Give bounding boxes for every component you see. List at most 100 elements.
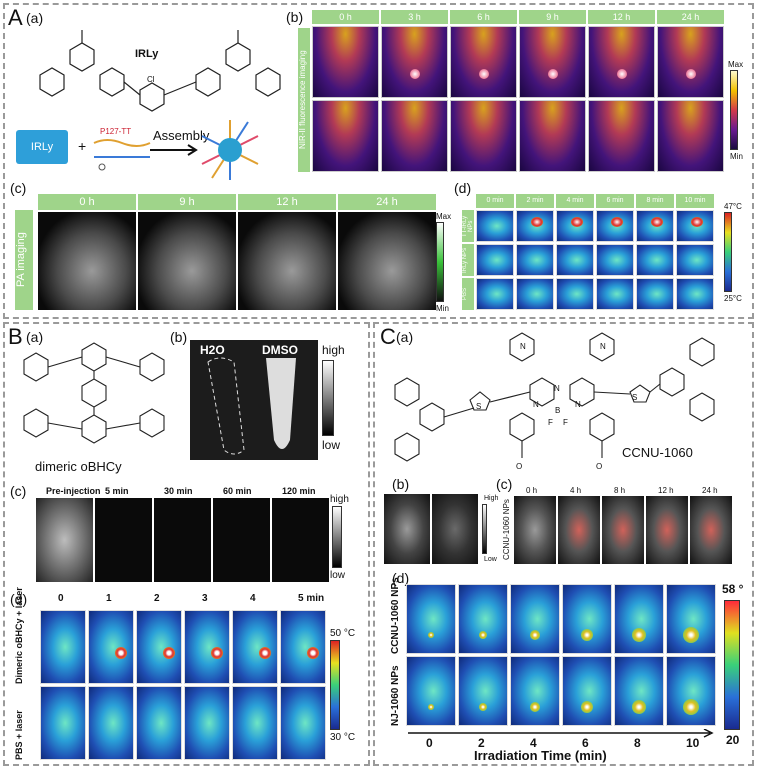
atom-n5: N (600, 342, 606, 351)
cb-image-left (384, 494, 430, 564)
pa-time-header: 9 h (138, 194, 236, 210)
ad-time-header: 10 min (676, 194, 714, 208)
cd-thermal-image (510, 584, 560, 654)
ad-thermal-image (556, 210, 594, 242)
cd-thermal-image (614, 584, 664, 654)
ad-scale-max: 47°C (724, 202, 742, 211)
ad-time-header: 4 min (556, 194, 594, 208)
nir-image (519, 100, 586, 172)
ad-thermal-image (636, 244, 674, 276)
ccnu-compound-name: CCNU-1060 (622, 445, 693, 460)
bc-image (95, 498, 152, 582)
plus-sign: + (78, 138, 87, 154)
cd-thermal-image (458, 584, 508, 654)
nir-colorbar (730, 70, 738, 150)
ad-time-header: 2 min (516, 194, 554, 208)
bc-image (154, 498, 211, 582)
nir-image (657, 26, 724, 98)
cb-scale-low: Low (484, 556, 497, 563)
irly-structure (39, 30, 281, 112)
atom-f1: F (548, 418, 553, 427)
bd-row-label: PBS + laser (14, 710, 24, 760)
bc-image (36, 498, 93, 582)
bc-time-header: 30 min (164, 486, 193, 496)
cd-xlabel: Irradiation Time (min) (474, 748, 607, 763)
ad-thermal-image (516, 244, 554, 276)
nir-image (657, 100, 724, 172)
nir-signal-spot (548, 69, 558, 79)
bd-thermal-image (40, 610, 86, 684)
bc-time-header: Pre-injection (46, 486, 101, 496)
nir-signal-spot (410, 69, 420, 79)
cd-thermal-image (614, 656, 664, 726)
bd-thermal-image (40, 686, 86, 760)
irly-box: IRLy (16, 130, 68, 164)
polymer-chains (93, 139, 151, 171)
ccnu-structure (394, 332, 715, 462)
ad-thermal-image (636, 210, 674, 242)
atom-s2: S (632, 393, 638, 402)
cd-scale-max: 58 ° (722, 582, 744, 596)
nir-time-header: 24 h (657, 10, 724, 24)
ad-thermal-image (596, 244, 634, 276)
ad-hot-spot (571, 217, 583, 227)
cd-thermal-image (562, 584, 612, 654)
ad-thermal-image (476, 244, 514, 276)
atom-n4: N (520, 342, 526, 351)
bd-hot-spot (211, 647, 223, 659)
cd-colorbar (724, 600, 740, 730)
pa-time-header: 12 h (238, 194, 336, 210)
cd-hot-spot (479, 703, 487, 711)
cd-hot-spot (632, 628, 646, 642)
solvent-tubes (207, 357, 296, 455)
atom-f2: F (563, 418, 568, 427)
cd-hot-spot (479, 631, 487, 639)
solvent-right-label: DMSO (262, 343, 298, 357)
bd-hot-spot (259, 647, 271, 659)
cd-tick-label: 6 (582, 736, 589, 750)
bd-time-header: 3 (202, 593, 208, 604)
atom-s1: S (476, 402, 482, 411)
assembly-arrow (150, 144, 198, 156)
cd-hot-spot (632, 700, 646, 714)
atom-b: B (555, 406, 561, 415)
cc-time-header: 0 h (526, 486, 538, 495)
nir-time-header: 3 h (381, 10, 448, 24)
cd-row-label: CCNU-1060 NPs (390, 577, 401, 654)
ad-thermal-image (676, 210, 714, 242)
ad-hot-spot (651, 217, 663, 227)
ad-hot-spot (531, 217, 543, 227)
oBHCy-compound-name: dimeric oBHCy (35, 459, 122, 474)
nir-image (312, 100, 379, 172)
cd-thermal-image (666, 656, 716, 726)
atom-o2: O (596, 462, 603, 471)
cd-hot-spot (530, 702, 540, 712)
ad-colorbar (724, 212, 732, 292)
irly-compound-name: IRLy (135, 48, 159, 60)
bd-thermal-image (184, 686, 230, 760)
ad-row-label: IRLy NPs (462, 244, 474, 276)
bd-time-header: 0 (58, 593, 64, 604)
panel-a-d-label: (d) (454, 180, 472, 196)
bc-image (272, 498, 329, 582)
section-c-letter: C (380, 324, 396, 349)
cc-image (646, 496, 688, 564)
nir-signal-spot (479, 69, 489, 79)
bc-time-header: 120 min (282, 486, 316, 496)
cd-thermal-image (562, 656, 612, 726)
ad-time-header: 8 min (636, 194, 674, 208)
ad-thermal-image (556, 244, 594, 276)
nir-image (519, 26, 586, 98)
bd-thermal-image (136, 686, 182, 760)
assembly-label: Assembly (153, 128, 210, 143)
atom-o1: O (516, 462, 523, 471)
bd-thermal-image (88, 610, 134, 684)
cd-hot-spot (428, 632, 434, 638)
cb-colorbar (482, 504, 487, 554)
panel-c-c-label: (c) (496, 476, 513, 492)
solvent-scale-high: high (322, 343, 345, 357)
pa-image (138, 212, 236, 310)
bd-scale-max: 50 °C (330, 628, 356, 639)
bd-hot-spot (163, 647, 175, 659)
nir-side-label: NIR-II fluorescence imaging (298, 28, 310, 172)
